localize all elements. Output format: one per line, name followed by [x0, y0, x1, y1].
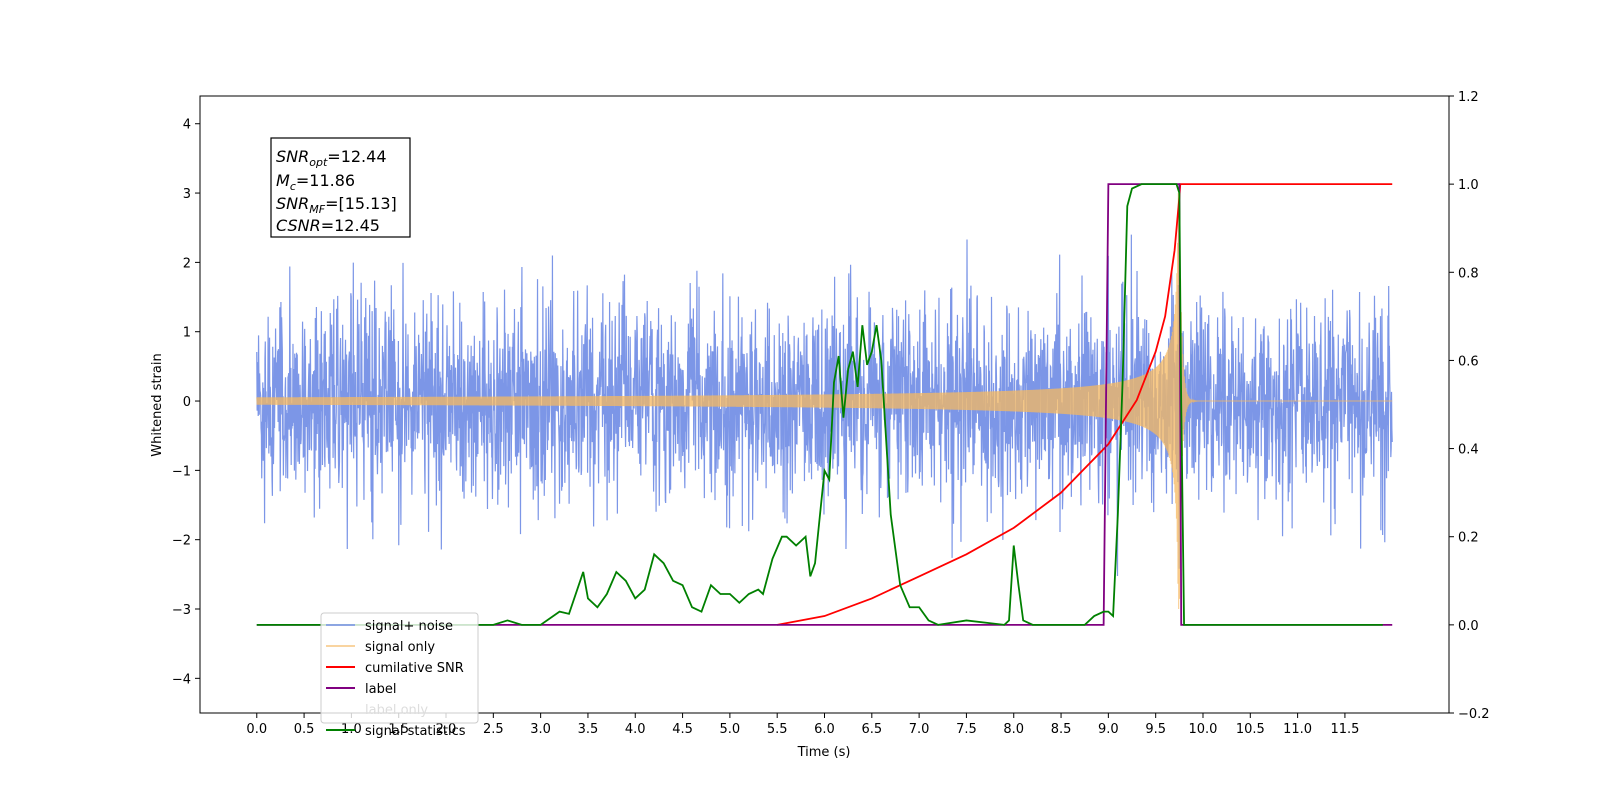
legend-label: label only [365, 703, 428, 718]
y-axis-right: 1.2 1.0 0.8 0.6 0.4 0.2 0.0 −0.2 [1449, 90, 1490, 722]
info-csnr-symbol: CSNR [276, 216, 321, 235]
y-tick-label: −4 [172, 672, 191, 687]
y-tick-label: −1 [172, 464, 191, 479]
info-box-frame [270, 137, 411, 238]
x-tick-label: 5.0 [720, 722, 741, 737]
x-tick-label: 5.5 [767, 722, 788, 737]
y2-tick-label: 0.2 [1458, 531, 1479, 546]
x-tick-label: 7.5 [956, 722, 977, 737]
info-mc-symbol: M [276, 171, 290, 190]
x-tick-label: 7.0 [909, 722, 930, 737]
x-tick-label: 8.5 [1051, 722, 1072, 737]
info-snr-opt-value: =12.44 [327, 147, 386, 166]
x-tick-label: 1.5 [388, 722, 409, 737]
legend-label: signal+ noise [365, 619, 453, 634]
series-signal-only [256, 193, 1393, 610]
legend-frame [320, 612, 479, 724]
x-tick-label: 9.5 [1145, 722, 1166, 737]
y2-tick-label: 1.0 [1458, 178, 1479, 193]
x-tick-label: 9.0 [1098, 722, 1119, 737]
x-tick-label: 11.5 [1330, 722, 1359, 737]
y-tick-label: 4 [183, 118, 191, 133]
x-tick-label: 11.0 [1283, 722, 1312, 737]
info-mc: Mc=11.86 [276, 171, 355, 193]
x-tick-label: 3.5 [578, 722, 599, 737]
info-snr-opt: SNRopt=12.44 [276, 147, 387, 169]
info-csnr: CSNR=12.45 [276, 216, 380, 235]
y-tick-label: −2 [172, 534, 191, 549]
info-snr-opt-subscript: opt [309, 156, 328, 169]
legend: signal+ noise signal only cumilative SNR la… [320, 612, 479, 739]
y2-tick-label: 1.2 [1458, 90, 1479, 105]
y-tick-label: 0 [183, 395, 191, 410]
y-tick-label: 2 [183, 256, 191, 271]
y-tick-label: 3 [183, 187, 191, 202]
legend-label: signal statistics [365, 724, 466, 739]
legend-label: cumilative SNR [365, 661, 464, 676]
y-axis-left: 4 3 2 1 0 −1 −2 −3 −4 [172, 118, 200, 687]
y2-tick-label: 0.8 [1458, 266, 1479, 281]
info-snr-mf-symbol: SNR [276, 194, 309, 213]
x-tick-label: 8.0 [1003, 722, 1024, 737]
y2-tick-label: 0.0 [1458, 619, 1479, 634]
y2-tick-label: 0.4 [1458, 443, 1479, 458]
y2-tick-label: −0.2 [1458, 707, 1490, 722]
y-axis-label: Whitened strain [150, 353, 165, 456]
x-tick-label: 2.0 [436, 722, 457, 737]
x-tick-label: 0.0 [246, 722, 267, 737]
info-snr-mf-subscript: MF [309, 203, 325, 216]
info-mc-value: =11.86 [296, 171, 355, 190]
y-tick-label: −3 [172, 603, 191, 618]
x-tick-label: 4.0 [625, 722, 646, 737]
series-signal-statistics [256, 183, 1383, 626]
y2-tick-label: 0.6 [1458, 354, 1479, 369]
info-box: SNRopt=12.44 Mc=11.86 SNRMF=[15.13] CSNR… [270, 137, 411, 238]
info-csnr-value: =12.45 [321, 216, 380, 235]
info-snr-opt-symbol: SNR [276, 147, 309, 166]
x-tick-label: 10.0 [1189, 722, 1218, 737]
info-snr-mf-value: =[15.13] [325, 194, 397, 213]
x-tick-label: 3.0 [530, 722, 551, 737]
x-tick-label: 2.5 [483, 722, 504, 737]
x-tick-label: 6.0 [814, 722, 835, 737]
x-axis: 0.0 0.5 1.0 1.5 2.0 2.5 3.0 3.5 4.0 4.5 5.0 5.5 6.0 6… [246, 713, 1359, 737]
x-axis-label: Time (s) [797, 745, 851, 760]
x-tick-label: 10.5 [1236, 722, 1265, 737]
y-tick-label: 1 [183, 326, 191, 341]
x-tick-label: 6.5 [861, 722, 882, 737]
info-mc-subscript: c [290, 180, 296, 193]
legend-label: signal only [365, 640, 435, 655]
x-tick-label: 0.5 [294, 722, 315, 737]
series-cumulative-snr [777, 183, 1393, 626]
legend-label: label [365, 682, 396, 697]
info-snr-mf: SNRMF=[15.13] [276, 194, 397, 216]
plot-area [256, 183, 1393, 626]
x-tick-label: 4.5 [672, 722, 693, 737]
